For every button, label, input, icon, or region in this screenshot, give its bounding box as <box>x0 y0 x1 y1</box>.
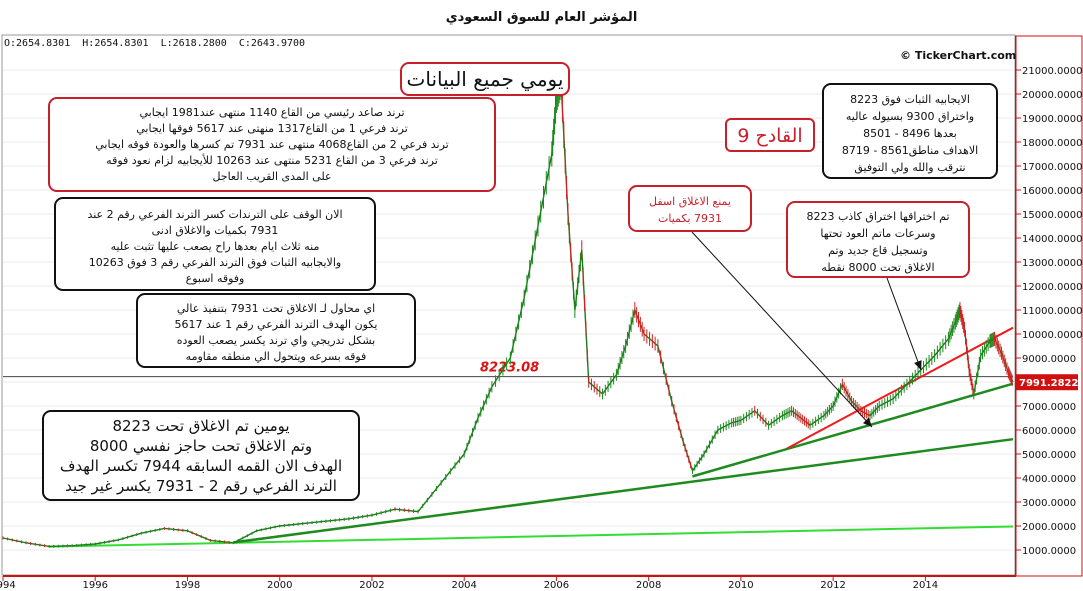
x-tick-label: 2008 <box>636 580 661 591</box>
level-line-group: 8223.08 <box>3 361 1013 378</box>
bottom-note-box: يومين تم الاغلاق تحت 8223 وتم الاغلاق تح… <box>42 410 360 501</box>
ohlc-low: L:2618.2800 <box>160 38 227 49</box>
y-tick-label: 21000.0000 <box>1022 66 1082 77</box>
x-tick-label: 2006 <box>544 580 569 591</box>
y-tick-label: 10000.0000 <box>1022 330 1082 341</box>
arrow-breakout-head <box>914 360 922 370</box>
y-tick-label: 9000.0000 <box>1022 354 1076 365</box>
y-tick-label: 7000.0000 <box>1022 402 1076 413</box>
arrow-breakout <box>886 277 922 371</box>
x-axis: 1994 1996 1998 2000 2002 2004 2006 2008 2010 2012… <box>0 575 1016 591</box>
y-tick-label: 11000.0000 <box>1022 306 1082 317</box>
y-tick-label: 14000.0000 <box>1022 234 1082 245</box>
y-tick-label: 16000.0000 <box>1022 186 1082 197</box>
y-tick-label: 13000.0000 <box>1022 258 1082 269</box>
last-price-box <box>1016 374 1078 391</box>
trendline-subtrend-3 <box>786 326 1014 450</box>
x-tick-label: 2002 <box>359 580 384 591</box>
ohlc-readout: O:2654.8301 H:2654.8301 L:2618.2800 C:26… <box>4 38 305 49</box>
x-tick-label: 1998 <box>175 580 200 591</box>
y-tick-label: 17000.0000 <box>1022 162 1082 173</box>
y-tick-label: 18000.0000 <box>1022 138 1082 149</box>
arrow-prevent-close <box>691 231 873 428</box>
x-tick-label: 2004 <box>451 580 476 591</box>
main-trends-box: ترند صاعد رئيسي من القاع 1140 منتهى عند1… <box>48 97 496 192</box>
x-tick-label: 2012 <box>820 580 845 591</box>
ohlc-close: C:2643.9700 <box>238 38 306 49</box>
trendlines <box>49 326 1014 548</box>
x-tick-label: 1996 <box>83 580 108 591</box>
y-tick-label: 12000.0000 <box>1022 282 1082 293</box>
last-price-label: 7991.2822 <box>1019 378 1079 389</box>
trendline-subtrend-1 <box>233 437 1014 544</box>
y-tick-label: 3000.0000 <box>1022 498 1076 509</box>
y-tick-label: 5000.0000 <box>1022 450 1076 461</box>
x-tick-label: 1994 <box>0 580 16 591</box>
prevent-close-box: يمنع الاغلاق اسفل 7931 بكميات <box>628 185 752 232</box>
daily-all-data-box: يومي جميع البيانات <box>400 62 570 96</box>
qadeh-label: القادح 9 <box>725 118 815 152</box>
arrow-prevent-close-head <box>862 417 872 427</box>
x-tick-label: 2014 <box>913 580 938 591</box>
ohlc-open: O:2654.8301 <box>4 38 71 49</box>
x-tick-label: 2010 <box>728 580 753 591</box>
y-axis-panel <box>1015 35 1083 577</box>
stop-note-box: الان الوقف على الترندات كسر الترند الفرع… <box>54 197 376 291</box>
brand-label: © TickerChart.com <box>900 49 1017 62</box>
positive-note-box: الايجابيه الثبات فوق 8223 واختراق 9300 ب… <box>822 83 998 179</box>
price-series <box>2 67 1014 548</box>
y-tick-label: 6000.0000 <box>1022 426 1076 437</box>
y-tick-label: 1000.0000 <box>1022 546 1076 557</box>
arrows <box>691 231 922 428</box>
attempt-note-box: اي محاول لـ الاغلاق تحت 7931 بتنفيذ عالي… <box>136 293 416 368</box>
trendline-main-uptrend <box>49 525 1014 548</box>
x-tick-label: 2000 <box>267 580 292 591</box>
y-tick-label: 2000.0000 <box>1022 522 1076 533</box>
ohlc-high: H:2654.8301 <box>82 38 149 49</box>
y-tick-label: 4000.0000 <box>1022 474 1076 485</box>
y-axis: 21000.0000 20000.0000 19000.0000 18000.0000… <box>1015 35 1083 577</box>
breakout-note-box: تم اختراقها اختراق كاذب 8223 وسرعات ماتم… <box>786 201 970 278</box>
chart-title: المؤشر العام للسوق السعودي <box>445 10 638 25</box>
y-tick-label: 19000.0000 <box>1022 114 1082 125</box>
y-tick-label: 15000.0000 <box>1022 210 1082 221</box>
level-label: 8223.08 <box>480 361 539 376</box>
trendline-subtrend-2 <box>692 382 1014 478</box>
y-tick-label: 20000.0000 <box>1022 90 1082 101</box>
